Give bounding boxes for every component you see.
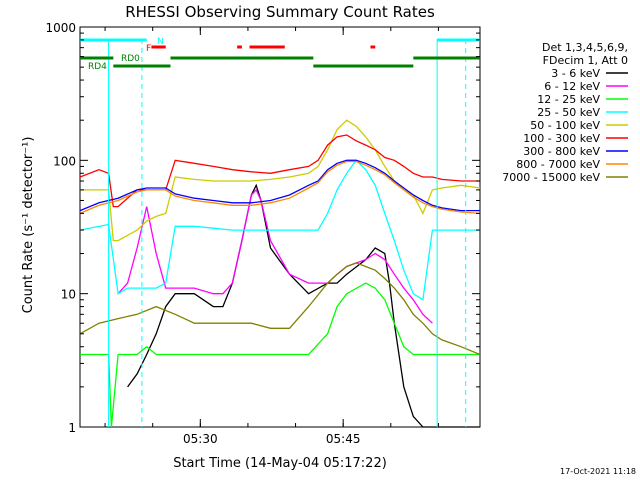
legend-label: 800 - 7000 keV — [516, 158, 600, 171]
axis-layer: 05:30 05:45 1 10 100 1000 — [45, 21, 480, 446]
y-tick-label: 1000 — [45, 21, 76, 35]
y-tick-label: 1 — [68, 421, 76, 435]
y-axis-label-group: Count Rate (s⁻¹ detector⁻¹) — [21, 137, 36, 314]
series-line-7-0 — [79, 160, 481, 215]
legend-label: 3 - 6 keV — [551, 67, 600, 80]
y-tick-label: 100 — [53, 154, 76, 168]
annotation-f: F — [146, 44, 151, 54]
marker-layer: NF RD0 RD4 — [80, 37, 480, 427]
y-axis-label: Count Rate (s⁻¹ detector⁻¹) — [21, 137, 36, 314]
legend-header-line: Det 1,3,4,5,6,9, — [542, 41, 628, 54]
series-line-3-0 — [79, 159, 480, 301]
chart-title: RHESSI Observing Summary Count Rates — [125, 3, 435, 21]
legend-label: 25 - 50 keV — [537, 106, 600, 119]
legend-label: 100 - 300 keV — [523, 132, 600, 145]
x-axis-label: Start Time (14-May-04 05:17:22) — [173, 456, 387, 471]
series-line-8-0 — [79, 262, 481, 356]
series-line-0-0 — [127, 183, 480, 428]
annotation-n: N — [157, 37, 164, 47]
x-tick-label: 05:45 — [326, 432, 361, 446]
annotation-rd4: RD4 — [88, 62, 107, 72]
series-line-2-0 — [80, 282, 480, 428]
legend-label: 12 - 25 keV — [537, 93, 600, 106]
legend-label: 7000 - 15000 keV — [502, 171, 600, 184]
legend-label: 50 - 100 keV — [530, 119, 600, 132]
series-line-6-0 — [79, 159, 480, 212]
plot-frame — [79, 26, 481, 428]
y-tick-label: 10 — [61, 288, 76, 302]
legend-header-line: FDecim 1, Att 0 — [543, 54, 628, 67]
series-line-1-0 — [117, 188, 433, 324]
timestamp: 17-Oct-2021 11:18 — [560, 467, 636, 476]
legend: Det 1,3,4,5,6,9,FDecim 1, Att 03 - 6 keV… — [502, 41, 628, 184]
x-tick-label: 05:30 — [183, 432, 218, 446]
legend-label: 300 - 800 keV — [523, 145, 600, 158]
series-layer — [79, 119, 481, 428]
legend-label: 6 - 12 keV — [544, 80, 600, 93]
annotation-rd0: RD0 — [121, 54, 140, 64]
